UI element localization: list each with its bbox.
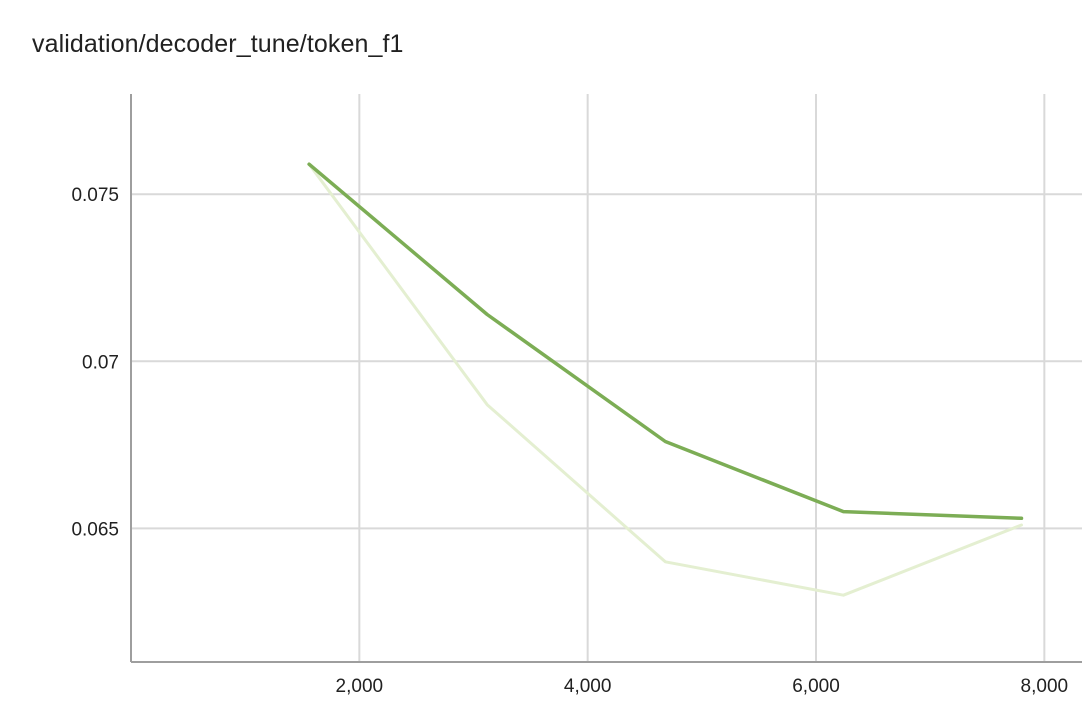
series-line-raw: [307, 162, 1023, 597]
tick-labels: 2,000 4,000 6,000 8,000 0.065 0.07 0.075: [71, 185, 1068, 697]
y-tick-label: 0.07: [82, 352, 119, 373]
x-tick-label: 4,000: [564, 676, 612, 697]
series-line-smoothed: [307, 162, 1024, 521]
x-tick-label: 2,000: [336, 676, 384, 697]
y-tick-label: 0.065: [71, 519, 119, 540]
y-tick-label: 0.075: [71, 185, 119, 206]
grid: [131, 94, 1082, 662]
x-tick-label: 8,000: [1021, 676, 1069, 697]
series: [307, 162, 1024, 597]
axes: [130, 94, 1082, 663]
x-tick-label: 6,000: [792, 676, 840, 697]
chart-title: validation/decoder_tune/token_f1: [32, 30, 404, 58]
